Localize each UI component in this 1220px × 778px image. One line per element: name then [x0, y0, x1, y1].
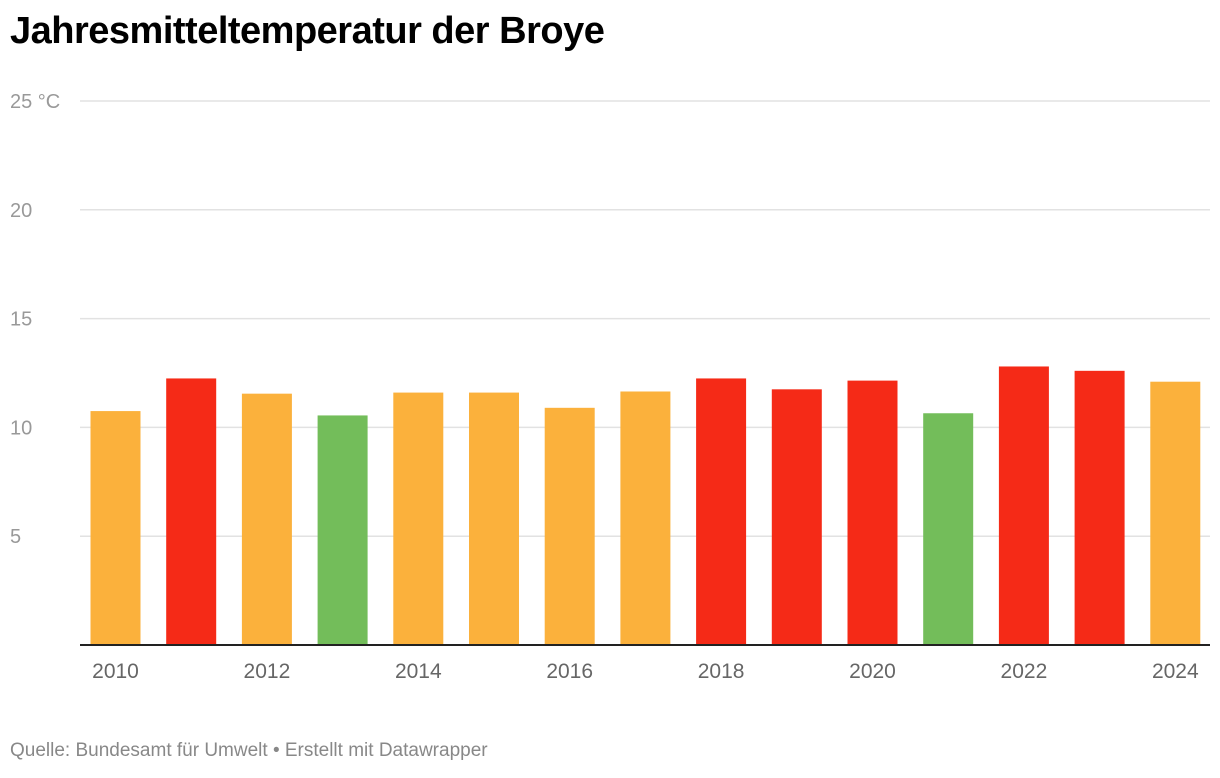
y-tick-label: 15	[10, 309, 32, 331]
x-tick-label: 2020	[849, 660, 896, 683]
x-tick-label: 2016	[546, 660, 593, 683]
bar-2013	[317, 415, 368, 645]
bar-2024	[1150, 381, 1201, 645]
bar-2022	[998, 366, 1049, 645]
x-tick-label: 2012	[244, 660, 291, 683]
bar-2021	[923, 413, 974, 645]
x-tick-label: 2014	[395, 660, 442, 683]
x-tick-label: 2024	[1152, 660, 1199, 683]
x-tick-label: 2022	[1001, 660, 1048, 683]
bar-2019	[771, 389, 822, 645]
bar-2014	[393, 392, 444, 645]
y-tick-label: 10	[10, 417, 32, 439]
y-tick-label: 20	[10, 200, 32, 222]
y-tick-label: 5	[10, 526, 21, 548]
bar-2016	[544, 407, 595, 645]
bar-2020	[847, 380, 898, 645]
bar-2011	[166, 378, 217, 645]
x-tick-label: 2018	[698, 660, 745, 683]
bar-2018	[696, 378, 747, 645]
source-footer: Quelle: Bundesamt für Umwelt • Erstellt …	[10, 740, 488, 761]
bar-2010	[90, 411, 141, 645]
chart-title: Jahresmitteltemperatur der Broye	[10, 10, 605, 52]
bar-2015	[469, 392, 519, 645]
y-tick-label: 25 °C	[10, 91, 60, 113]
bar-2023	[1074, 370, 1125, 645]
x-tick-label: 2010	[92, 660, 139, 683]
bar-2017	[620, 391, 671, 645]
bar-2012	[241, 393, 292, 645]
